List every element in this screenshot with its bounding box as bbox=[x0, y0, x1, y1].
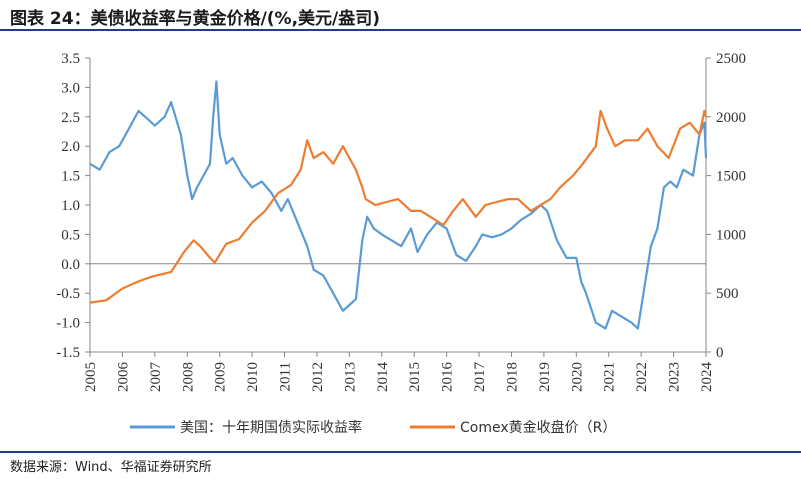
chart-title: 图表 24：美债收益率与黄金价格/(%,美元/盎司) bbox=[10, 9, 381, 29]
right-tick-label: 500 bbox=[716, 286, 739, 302]
right-tick-label: 1000 bbox=[716, 227, 746, 243]
plot-frame bbox=[89, 58, 707, 353]
right-tick-label: 1500 bbox=[716, 169, 746, 185]
right-tick-label: 2000 bbox=[716, 110, 746, 126]
x-tick-label: 2014 bbox=[375, 362, 391, 393]
source-note: 数据来源：Wind、华福证券研究所 bbox=[10, 460, 212, 475]
x-tick-label: 2008 bbox=[180, 362, 196, 392]
series-line-1 bbox=[89, 80, 708, 330]
left-axis-ticks: 3.5 3.0 2.5 2.0 1.5 1.0 0.5 0.0 -0.5 -1.0 -1.5 bbox=[56, 51, 90, 361]
x-tick-label: 2013 bbox=[342, 362, 358, 392]
x-tick-label: 2018 bbox=[504, 362, 520, 392]
header-rule bbox=[0, 29, 801, 31]
x-tick-label: 2011 bbox=[278, 362, 294, 391]
x-tick-label: 2009 bbox=[213, 362, 229, 392]
legend-label-2: Comex黄金收盘价（R） bbox=[460, 419, 616, 436]
left-tick-label: 0.0 bbox=[61, 257, 80, 273]
right-tick-label: 2500 bbox=[716, 51, 746, 67]
left-tick-label: 2.0 bbox=[61, 139, 80, 155]
x-tick-label: 2007 bbox=[148, 362, 164, 393]
right-axis-ticks: 2500 2000 1500 1000 500 0 bbox=[706, 51, 746, 361]
x-tick-label: 2016 bbox=[440, 362, 456, 393]
series-layer bbox=[89, 80, 708, 330]
left-tick-label: 1.0 bbox=[61, 198, 80, 214]
left-tick-label: 3.0 bbox=[61, 80, 80, 96]
x-axis-ticks: 2005 2006 2007 2008 2009 2010 2011 2012 2013 2014… bbox=[83, 352, 715, 392]
x-tick-label: 2010 bbox=[245, 362, 261, 392]
legend: 美国：十年期国债实际收益率 Comex黄金收盘价（R） bbox=[130, 419, 616, 436]
x-tick-label: 2006 bbox=[115, 362, 131, 393]
legend-label-1: 美国：十年期国债实际收益率 bbox=[180, 419, 362, 436]
left-tick-label: 0.5 bbox=[61, 227, 80, 243]
left-tick-label: -1.5 bbox=[56, 345, 80, 361]
x-tick-label: 2023 bbox=[667, 362, 683, 392]
x-tick-label: 2020 bbox=[569, 362, 585, 392]
left-tick-label: -1.0 bbox=[56, 316, 80, 332]
left-tick-label: 1.5 bbox=[61, 169, 80, 185]
x-tick-label: 2024 bbox=[699, 362, 715, 393]
x-tick-label: 2015 bbox=[407, 362, 423, 392]
x-tick-label: 2019 bbox=[537, 362, 553, 392]
x-tick-label: 2022 bbox=[634, 362, 650, 392]
left-tick-label: 2.5 bbox=[61, 110, 80, 126]
left-tick-label: 3.5 bbox=[61, 51, 80, 67]
x-tick-label: 2021 bbox=[602, 362, 618, 392]
x-tick-label: 2005 bbox=[83, 362, 99, 392]
x-tick-label: 2017 bbox=[472, 361, 488, 392]
left-tick-label: -0.5 bbox=[56, 286, 80, 302]
footer-rule bbox=[0, 451, 801, 453]
right-tick-label: 0 bbox=[716, 345, 724, 361]
series-line-2 bbox=[89, 109, 708, 304]
x-tick-label: 2012 bbox=[310, 362, 326, 392]
